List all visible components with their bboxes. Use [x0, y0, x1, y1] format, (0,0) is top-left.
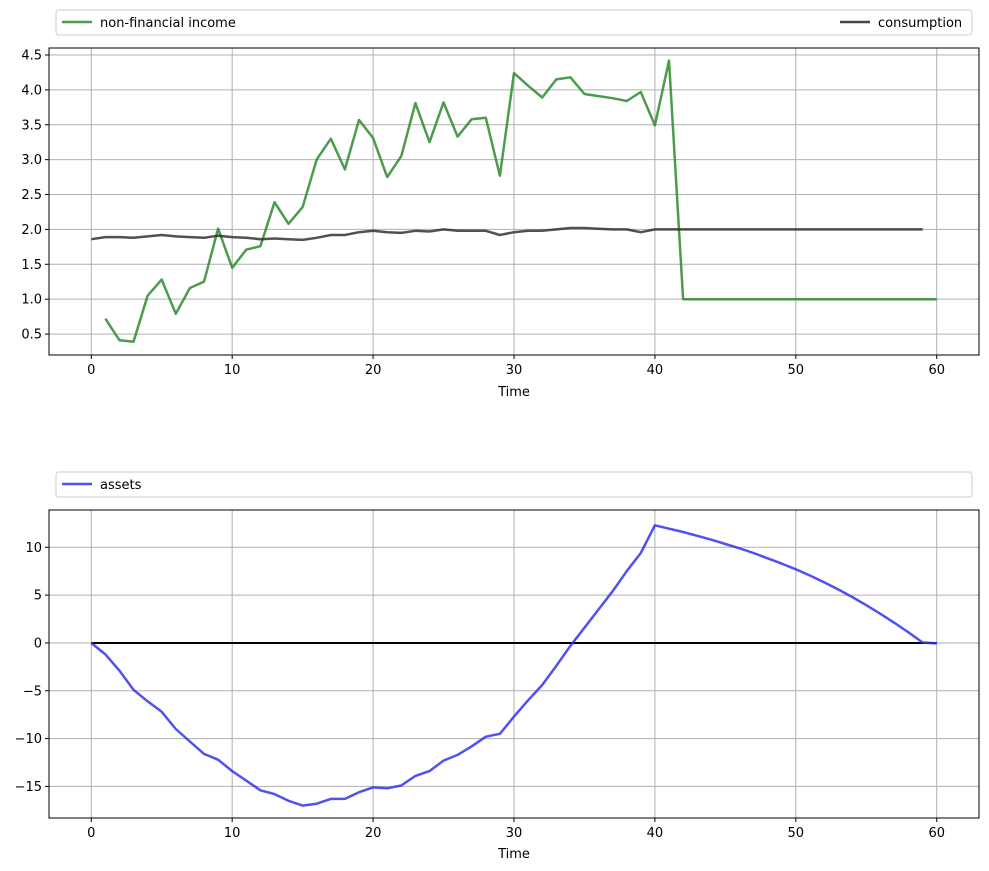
bottom-y-tick-label: −5 — [23, 684, 42, 699]
legend-label-income: non-financial income — [100, 16, 236, 31]
bottom-series — [90, 524, 937, 807]
top-x-axis-label: Time — [497, 385, 530, 400]
bottom-series-line-assets — [90, 524, 937, 807]
bottom-legend: assets — [55, 471, 973, 498]
top-x-tick-label: 60 — [928, 363, 945, 378]
top-x-tick-label: 10 — [224, 363, 241, 378]
bottom-y-tick-label: −10 — [15, 732, 42, 747]
top-y-tick-label: 1.5 — [21, 258, 42, 273]
bottom-x-tick-label: 10 — [224, 826, 241, 841]
top-y-tick-label: 2.5 — [21, 188, 42, 203]
top-y-tick-label: 0.5 — [21, 328, 42, 343]
top-legend-frame — [55, 9, 973, 36]
bottom-y-tick-label: 0 — [34, 636, 42, 651]
top-y-tick-label: 3.5 — [21, 118, 42, 133]
bottom-legend-frame — [55, 471, 973, 498]
top-x-tick-label: 50 — [788, 363, 805, 378]
bottom-y-tick-label: 10 — [25, 541, 42, 556]
top-legend: non-financial income consumption — [55, 9, 973, 36]
bottom-x-tick-label: 60 — [928, 826, 945, 841]
bottom-x-tick-label: 20 — [365, 826, 382, 841]
top-x-tick-label: 20 — [365, 363, 382, 378]
legend-label-consumption: consumption — [878, 16, 962, 31]
top-y-tick-label: 2.0 — [21, 223, 42, 238]
top-grid — [49, 48, 979, 355]
top-x-tick-label: 40 — [647, 363, 664, 378]
top-x-tick-label: 30 — [506, 363, 523, 378]
top-series-line-consumption — [91, 226, 923, 242]
top-ticks: 0 10 20 30 40 50 60 0.5 1.0 1.5 2.0 2.5 3.0 3.5 4.0 4.5 — [21, 48, 945, 378]
bottom-y-tick-label: 5 — [34, 589, 42, 604]
income-consumption-chart: 0 10 20 30 40 50 60 0.5 1.0 1.5 2.0 2.5 3.0 3.5 4.0 4.5… — [21, 9, 980, 400]
bottom-x-tick-label: 50 — [788, 826, 805, 841]
legend-label-assets: assets — [100, 478, 142, 493]
bottom-x-tick-label: 0 — [87, 826, 95, 841]
top-y-tick-label: 4.0 — [21, 83, 42, 98]
bottom-ticks: 0 10 20 30 40 50 60 −15 −10 −5 0 5 10 — [15, 541, 945, 841]
top-series-line-non-financial-income — [104, 59, 937, 343]
top-x-tick-label: 0 — [87, 363, 95, 378]
assets-chart: 0 10 20 30 40 50 60 −15 −10 −5 0 5 10 Time assets — [15, 471, 980, 862]
top-series — [91, 59, 937, 343]
bottom-x-axis-label: Time — [497, 847, 530, 862]
top-y-tick-label: 3.0 — [21, 153, 42, 168]
top-y-tick-label: 1.0 — [21, 293, 42, 308]
bottom-y-tick-label: −15 — [15, 780, 42, 795]
top-y-tick-label: 4.5 — [21, 48, 42, 63]
bottom-x-tick-label: 30 — [506, 826, 523, 841]
bottom-x-tick-label: 40 — [647, 826, 664, 841]
